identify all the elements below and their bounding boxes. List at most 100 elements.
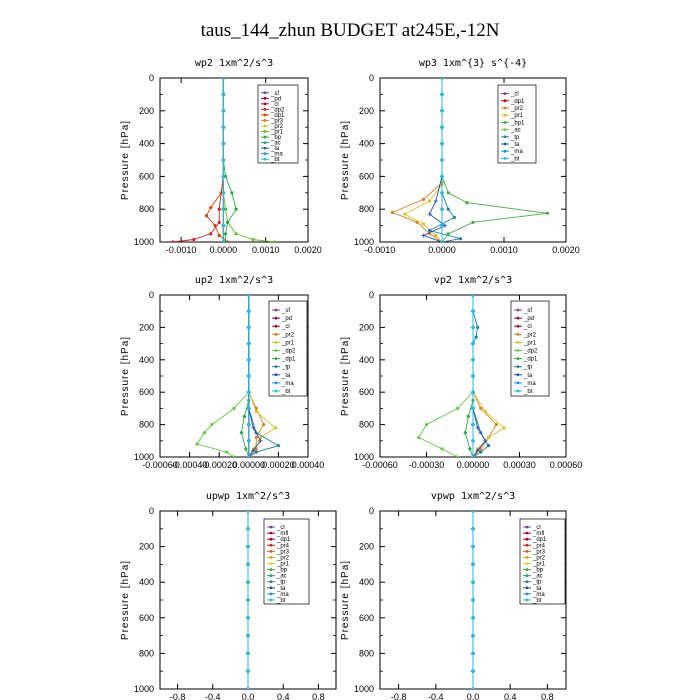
series-point xyxy=(272,240,276,242)
legend-label: _pr3 xyxy=(532,549,546,555)
series-point xyxy=(471,687,475,689)
legend-label: _pr1 xyxy=(281,340,295,346)
series-point xyxy=(421,222,425,226)
series-point xyxy=(202,431,206,435)
series-point xyxy=(204,214,209,218)
series-point xyxy=(440,447,444,451)
y-tick-label: 400 xyxy=(359,355,374,365)
legend-marker xyxy=(274,324,278,328)
legend: _cl_mfl_dp1_pr4_pr3_pr2_pr1_bp_ac_tp_ta_… xyxy=(263,518,310,605)
legend-marker xyxy=(516,308,520,312)
series-point xyxy=(433,199,438,203)
legend-marker xyxy=(516,316,520,320)
legend-marker xyxy=(263,146,267,150)
legend-label: _sf xyxy=(270,91,279,97)
y-tick-label: 800 xyxy=(359,648,374,658)
series-point xyxy=(403,212,407,216)
legend-label: _ac xyxy=(276,574,287,580)
x-tick-label: -0.0010 xyxy=(166,245,197,255)
series-point xyxy=(246,598,250,602)
series-point xyxy=(471,598,475,602)
legend-marker xyxy=(269,525,273,529)
y-axis-label: Pressure [hPa] xyxy=(340,560,351,640)
legend-label: _ta xyxy=(281,373,291,379)
legend-label: _cl xyxy=(276,525,285,531)
legend-marker xyxy=(503,157,507,160)
series-point xyxy=(244,447,248,451)
legend-label: _pr1 xyxy=(276,562,290,568)
legend-marker xyxy=(274,373,278,377)
legend-label: _pr2 xyxy=(270,124,284,130)
x-tick-label: 0.0 xyxy=(467,692,480,700)
x-tick-label: -0.00060 xyxy=(142,460,178,470)
series-point xyxy=(254,410,258,414)
legend-label: _pd xyxy=(270,96,281,102)
legend-marker xyxy=(269,592,273,596)
series-point xyxy=(446,232,450,236)
series-point xyxy=(247,455,251,457)
legend-label: _pr3 xyxy=(276,549,290,555)
series-point xyxy=(246,527,250,531)
series-point xyxy=(486,444,491,448)
series-point xyxy=(440,240,444,242)
legend-marker xyxy=(525,568,529,571)
series-group xyxy=(246,511,250,689)
series-point xyxy=(221,174,226,178)
series-point xyxy=(273,426,278,430)
x-tick-label: 0.0010 xyxy=(252,245,280,255)
legend-marker xyxy=(516,332,520,336)
series-point xyxy=(247,406,251,410)
x-tick-label: 0.0000 xyxy=(210,245,238,255)
series-point xyxy=(221,207,226,211)
legend-marker xyxy=(516,389,520,393)
legend-label: _pr2 xyxy=(510,106,524,112)
series-point xyxy=(226,220,230,224)
legend-label: _tp xyxy=(281,365,291,371)
series-point xyxy=(246,580,250,584)
legend-marker xyxy=(269,549,273,553)
y-tick-label: 400 xyxy=(359,577,374,587)
series-point xyxy=(239,431,243,435)
series-point xyxy=(251,425,256,430)
series-line-pr1 xyxy=(472,295,505,457)
legend-label: _bt xyxy=(510,156,520,162)
series-line-pr2 xyxy=(472,295,497,457)
legend-marker xyxy=(269,531,273,535)
series-point xyxy=(262,423,266,427)
series-point xyxy=(259,435,263,440)
series-point xyxy=(471,439,475,443)
legend-label: _dp1 xyxy=(281,357,296,363)
series-point xyxy=(446,207,450,211)
series-point xyxy=(466,414,470,419)
series-point xyxy=(471,616,475,620)
legend-label: _pd xyxy=(281,316,292,322)
series-point xyxy=(483,410,487,414)
series-point xyxy=(494,423,498,427)
series-line-dp2 xyxy=(172,78,224,242)
series-point xyxy=(471,455,475,457)
legend-label: _tp xyxy=(276,580,286,586)
legend-marker xyxy=(263,135,267,139)
legend-label: _tp xyxy=(532,580,542,586)
series-point xyxy=(440,207,444,211)
legend-marker xyxy=(263,119,267,122)
y-tick-label: 800 xyxy=(359,204,374,214)
legend-box xyxy=(268,300,308,397)
series-point xyxy=(468,447,472,451)
series-point xyxy=(247,358,251,362)
series-point xyxy=(545,211,550,215)
legend-marker xyxy=(263,107,267,111)
series-point xyxy=(221,158,226,162)
x-tick-label: 0.00040 xyxy=(292,460,325,470)
series-point xyxy=(217,233,221,238)
legend-label: _dp2 xyxy=(523,349,538,355)
series-point xyxy=(247,325,251,329)
y-tick-label: 600 xyxy=(139,387,154,397)
series-point xyxy=(452,215,456,219)
legend-label: _ac xyxy=(270,141,281,147)
y-axis-label: Pressure [hPa] xyxy=(120,120,131,200)
series-point xyxy=(502,426,506,430)
series-point xyxy=(427,212,432,217)
series-point xyxy=(417,435,421,440)
